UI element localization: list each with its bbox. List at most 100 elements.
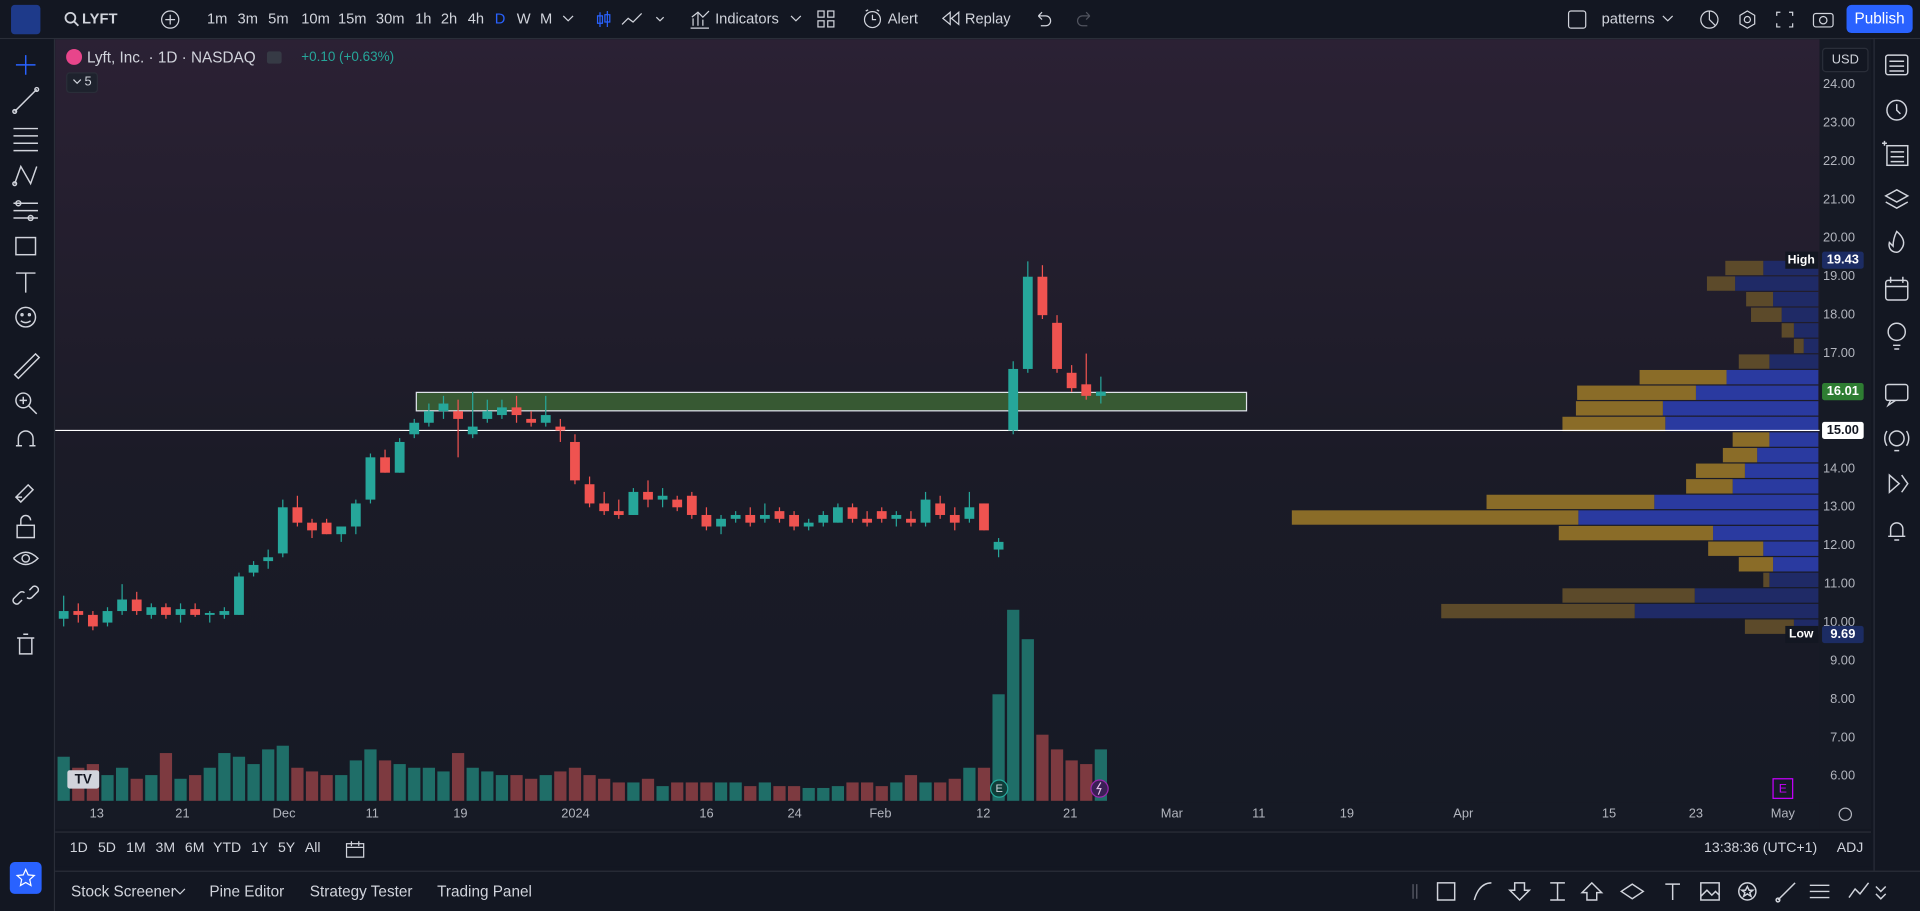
profile-up: [1732, 479, 1819, 494]
top-right-icons[interactable]: [1697, 7, 1838, 31]
bottom-drawing-icons[interactable]: [1406, 877, 1896, 906]
publish-button[interactable]: Publish: [1846, 4, 1913, 34]
x-tick-label: 19: [453, 806, 467, 821]
profile-up: [1578, 510, 1819, 525]
range-button[interactable]: All: [304, 841, 321, 856]
profile-down: [1639, 369, 1727, 385]
interval-button[interactable]: 1m: [206, 9, 228, 27]
range-button[interactable]: 1M: [126, 841, 146, 856]
last-price-bg: [1822, 383, 1864, 401]
candle-body: [336, 526, 347, 535]
volume-bar: [218, 753, 231, 801]
range-button[interactable]: 3M: [155, 841, 176, 856]
replay[interactable]: Replay: [964, 9, 1011, 27]
x-tick-label: Mar: [1161, 806, 1184, 821]
range-button[interactable]: 1Y: [251, 841, 269, 856]
alert[interactable]: Alert: [887, 9, 918, 27]
range-button[interactable]: 1D: [69, 841, 88, 856]
adjust-toggle[interactable]: ADJ: [1836, 841, 1864, 856]
candle-body: [555, 426, 566, 431]
undo-redo[interactable]: [1035, 10, 1096, 27]
last-price: 16.01: [1827, 383, 1859, 398]
y-tick-label: 19.00: [1823, 268, 1855, 283]
interval-button[interactable]: W: [516, 9, 531, 27]
volume-bar: [773, 786, 786, 801]
profile-up: [1662, 401, 1819, 416]
chevron[interactable]: [1662, 15, 1674, 25]
profile-up: [1773, 557, 1819, 572]
profile-down: [1722, 447, 1758, 463]
interval-button[interactable]: M: [540, 9, 553, 27]
chevron[interactable]: [174, 888, 186, 898]
settings-icon[interactable]: [1838, 807, 1853, 822]
date-range-icon[interactable]: [345, 840, 365, 858]
panel-tab[interactable]: Strategy Tester: [309, 882, 413, 901]
add-symbol[interactable]: [160, 10, 180, 30]
plot-background: [55, 39, 1820, 803]
volume-bar: [802, 787, 815, 801]
panel-tab[interactable]: Stock Screener: [71, 882, 176, 901]
search-icon[interactable]: [64, 11, 80, 27]
profile-down: [1751, 307, 1782, 322]
legend-title[interactable]: Lyft, Inc. · 1D · NASDAQ: [86, 48, 256, 67]
layout-checkbox[interactable]: [1567, 10, 1587, 30]
volume-bar: [291, 767, 304, 801]
volume-bar: [1050, 749, 1064, 801]
chart-type[interactable]: [595, 9, 681, 31]
x-tick-label: 12: [976, 806, 990, 821]
range-button[interactable]: 6M: [184, 841, 205, 856]
candle-body: [1037, 276, 1048, 316]
interval-button[interactable]: D: [494, 9, 506, 27]
alert-icon[interactable]: [862, 9, 883, 30]
currency-button[interactable]: USD: [1822, 47, 1869, 73]
panel-tab[interactable]: Pine Editor: [209, 882, 285, 901]
volume-bar: [598, 778, 611, 801]
x-tick-label: 11: [1252, 806, 1265, 821]
y-tick-label: 12.00: [1823, 537, 1855, 552]
candle-body: [497, 407, 507, 416]
chevron[interactable]: [790, 15, 802, 25]
high-tag: High: [1788, 252, 1815, 266]
interval-button[interactable]: 5m: [268, 9, 289, 27]
range-button[interactable]: YTD: [213, 841, 242, 856]
volume-bar: [890, 782, 903, 801]
profile-down: [1577, 385, 1696, 400]
layouts-icon[interactable]: [817, 10, 835, 28]
profile-up: [1694, 588, 1819, 603]
low-tag: Low: [1789, 627, 1814, 641]
legend-toggle[interactable]: [266, 51, 282, 64]
panel-tab[interactable]: Trading Panel: [437, 882, 532, 901]
volume-bar: [685, 782, 698, 801]
candle-body: [204, 612, 215, 615]
interval-button[interactable]: 2h: [440, 9, 458, 27]
interval-button[interactable]: 30m: [375, 9, 405, 27]
x-tick-label: 15: [1602, 806, 1616, 821]
interval-button[interactable]: 1h: [415, 9, 432, 27]
candle-body: [190, 609, 201, 615]
drawing-tools[interactable]: [0, 39, 54, 676]
volume-bar: [992, 694, 1005, 801]
interval-button[interactable]: 3m: [237, 9, 258, 27]
interval-button[interactable]: 4h: [467, 9, 485, 27]
symbol[interactable]: LYFT: [82, 9, 118, 27]
layout-name[interactable]: patterns: [1601, 9, 1655, 27]
indicators-icon[interactable]: [689, 9, 710, 30]
candle-body: [657, 495, 668, 500]
sidebar-icons[interactable]: [1873, 39, 1920, 553]
replay-icon[interactable]: [940, 11, 960, 26]
chevron[interactable]: [562, 15, 574, 25]
interval-button[interactable]: 10m: [301, 9, 330, 27]
y-tick-label: 23.00: [1823, 114, 1855, 129]
volume-bar: [861, 782, 874, 801]
favorites-button[interactable]: [9, 862, 42, 894]
x-tick-label: 16: [699, 806, 713, 821]
range-button[interactable]: 5Y: [277, 841, 296, 856]
volume-bar: [466, 767, 479, 801]
indicator-collapse[interactable]: 5: [66, 72, 98, 94]
range-button[interactable]: 5D: [97, 841, 116, 856]
indicators[interactable]: Indicators: [715, 9, 779, 27]
interval-button[interactable]: 15m: [337, 9, 367, 27]
volume-bar: [948, 778, 961, 801]
logo[interactable]: [11, 4, 41, 35]
bottom-panel: [55, 870, 1920, 911]
